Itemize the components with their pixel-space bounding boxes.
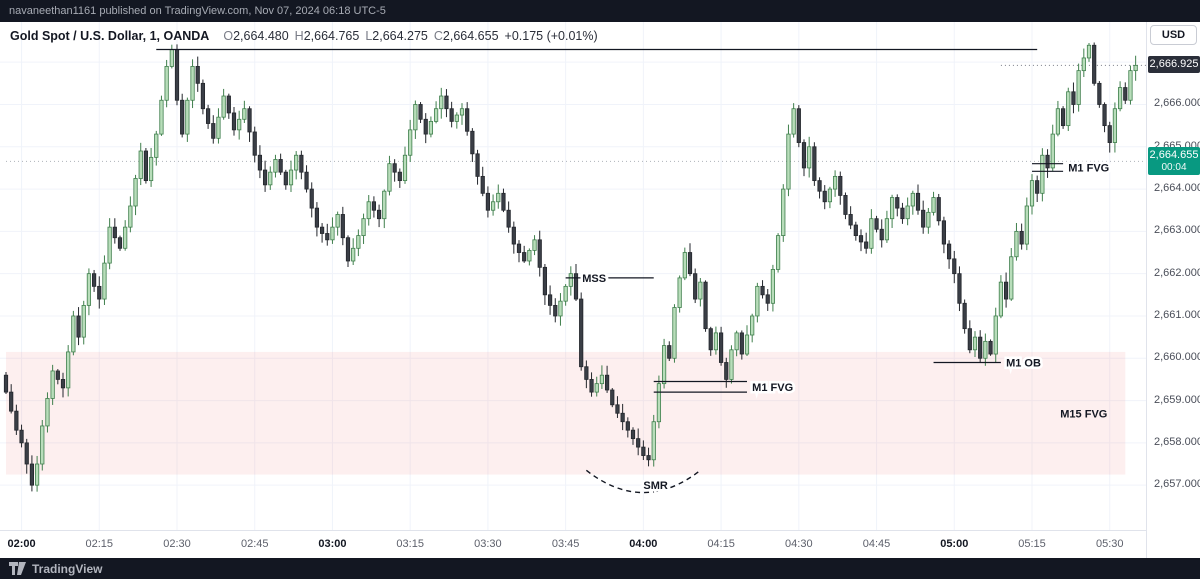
time-label: 03:15 <box>396 538 424 550</box>
zone-m15-fvg[interactable] <box>6 351 1126 475</box>
last-bar-price-text: 2,666.925 <box>1149 58 1199 71</box>
price-axis[interactable]: USD 2,666.925 2,664.655 00:04 2,666.000 2… <box>1146 22 1200 558</box>
time-label: 05:15 <box>1018 538 1046 550</box>
drawings: MSS M1 FVG M1 OB M1 FVG SMR <box>156 48 1112 495</box>
annotation-label-m1-ob: M1 OB <box>1006 357 1041 369</box>
annotation-m1-fvg-low[interactable]: M1 FVG <box>653 379 796 396</box>
tradingview-logo-icon[interactable] <box>9 562 26 575</box>
time-label: 04:30 <box>785 538 813 550</box>
open-value: 2,664.480 <box>233 29 289 43</box>
currency-button[interactable]: USD <box>1150 25 1197 45</box>
footer-bar: TradingView <box>0 558 1200 579</box>
publish-banner: navaneethan1161 published on TradingView… <box>0 0 1200 22</box>
price-label: 2,659.000 <box>1154 393 1200 406</box>
price-label: 2,663.000 <box>1154 224 1200 237</box>
price-label: 2,658.000 <box>1154 435 1200 448</box>
chart-canvas[interactable]: M15 FVG MSS M1 FVG M1 OB M1 FVG SMR <box>0 22 1146 530</box>
price-label: 2,660.000 <box>1154 351 1200 364</box>
time-label: 03:45 <box>551 538 580 550</box>
publish-banner-text: navaneethan1161 published on TradingView… <box>9 5 386 17</box>
high-value: 2,664.765 <box>303 29 360 43</box>
annotation-label-m1-fvg-low: M1 FVG <box>752 382 793 394</box>
annotation-smr[interactable]: SMR <box>585 469 701 495</box>
annotation-label-m1-fvg-high: M1 FVG <box>1068 163 1109 175</box>
time-label: 02:45 <box>240 538 269 550</box>
symbol-title[interactable]: Gold Spot / U.S. Dollar, 1, OANDA <box>10 29 210 43</box>
low-label: L <box>365 29 373 43</box>
time-label: 03:30 <box>474 538 502 550</box>
time-label: 04:00 <box>629 538 658 550</box>
price-label: 2,657.000 <box>1154 478 1200 491</box>
tradingview-wordmark[interactable]: TradingView <box>32 561 103 576</box>
open-label: O <box>223 29 234 43</box>
high-label: H <box>294 29 304 43</box>
close-value: 2,664.655 <box>442 29 499 43</box>
zone-label-m15-fvg: M15 FVG <box>1060 408 1107 420</box>
time-label: 02:00 <box>7 538 36 550</box>
price-label: 2,662.000 <box>1154 266 1200 279</box>
grid-lines <box>0 22 1146 530</box>
annotation-mss[interactable]: MSS <box>565 270 654 287</box>
symbol-header: Gold Spot / U.S. Dollar, 1, OANDA O2,664.… <box>10 29 598 43</box>
change-value: +0.175 (+0.01%) <box>504 29 598 43</box>
time-label: 05:00 <box>940 538 969 550</box>
last-bar-price-badge: 2,666.925 <box>1148 56 1200 74</box>
candlestick-series[interactable] <box>3 42 1138 492</box>
price-label: 2,661.000 <box>1154 308 1200 321</box>
time-label: 04:45 <box>862 538 891 550</box>
time-label: 02:15 <box>85 538 114 550</box>
annotation-m1-fvg-high[interactable]: M1 FVG <box>1032 160 1112 177</box>
chart-region: M15 FVG MSS M1 FVG M1 OB M1 FVG SMR Gold Spot… <box>0 22 1200 558</box>
low-value: 2,664.275 <box>372 29 428 43</box>
realtime-price-badge: 2,664.655 00:04 <box>1148 147 1200 176</box>
annotation-label-smr: SMR <box>643 480 668 492</box>
time-label: 04:15 <box>707 538 735 550</box>
time-label: 03:00 <box>318 538 347 550</box>
time-label: 05:30 <box>1095 538 1124 550</box>
price-label: 2,666.000 <box>1154 97 1200 110</box>
time-axis[interactable]: 02:00 02:15 02:30 02:45 03:00 03:15 03:30 03:45… <box>0 530 1146 558</box>
annotation-m1-ob[interactable]: M1 OB <box>933 355 1043 372</box>
realtime-price-text: 2,664.655 <box>1149 149 1199 162</box>
bar-countdown: 00:04 <box>1161 162 1187 174</box>
price-label: 2,664.000 <box>1154 182 1200 195</box>
time-label: 02:30 <box>163 538 191 550</box>
close-label: C <box>433 29 443 43</box>
annotation-label-mss: MSS <box>582 273 606 285</box>
